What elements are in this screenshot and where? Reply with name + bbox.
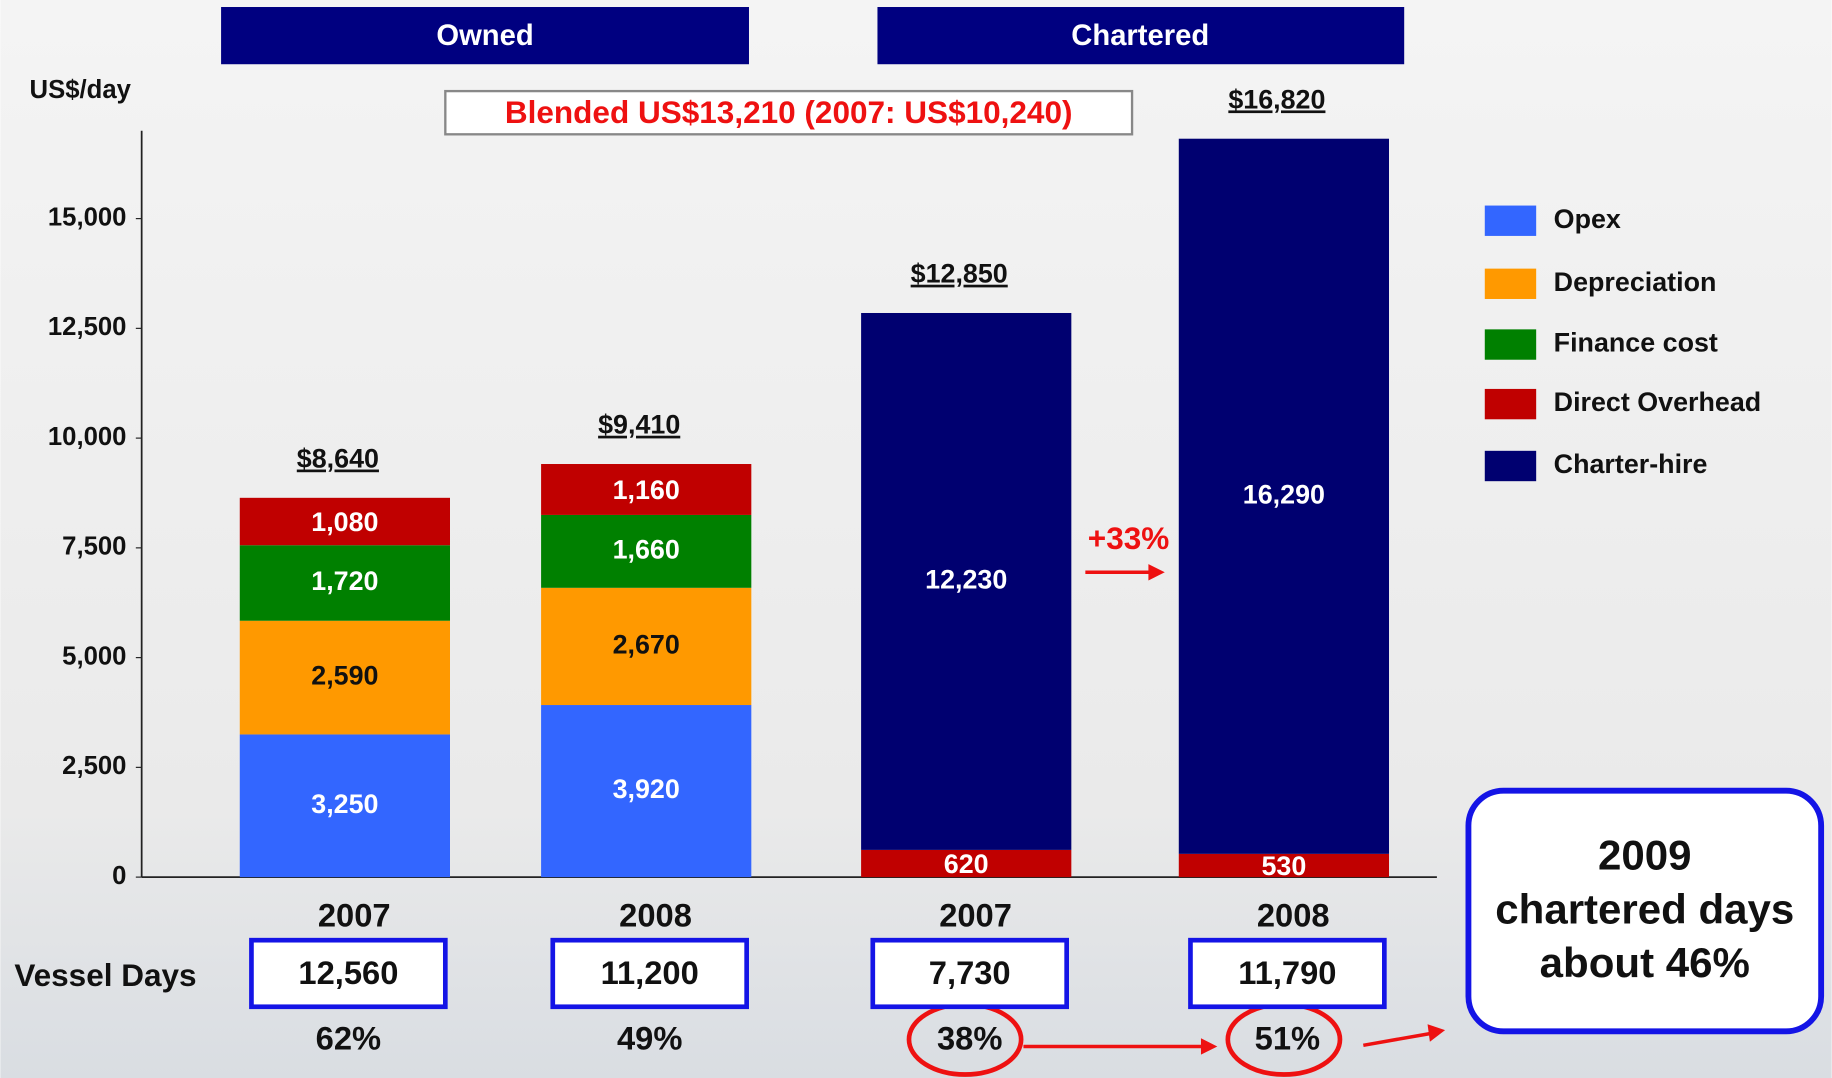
share-value: 49% — [617, 1019, 682, 1056]
annotation-box — [444, 89, 1134, 136]
bar-segment — [541, 464, 752, 515]
data-label: 16,290 — [1243, 479, 1325, 509]
group-header: Owned — [436, 20, 533, 52]
callout-text: 2009 — [1598, 832, 1692, 879]
callout-box — [1465, 787, 1825, 1035]
y-tick-label: 15,000 — [48, 203, 127, 231]
x-tick-label: 2007 — [318, 897, 391, 934]
y-unit: US$/day — [30, 76, 132, 104]
x-tick-label: 2008 — [619, 897, 692, 934]
group-header-box — [221, 7, 749, 65]
callout-text: chartered days — [1495, 885, 1794, 932]
data-label: 1,080 — [311, 507, 378, 537]
legend-swatch — [1484, 329, 1537, 360]
bar-segment — [541, 514, 752, 588]
vessel-days-value: 12,560 — [298, 954, 398, 991]
bar-segment — [239, 620, 450, 735]
legend-label: Opex — [1554, 204, 1621, 234]
data-label: 2,590 — [311, 661, 378, 691]
growth-label: +33% — [1088, 520, 1169, 556]
data-label: 3,250 — [311, 789, 378, 819]
legend-label: Depreciation — [1554, 267, 1717, 297]
y-tick-label: 0 — [112, 862, 126, 890]
bar-segment — [541, 587, 752, 706]
vessel-days-label: Vessel Days — [14, 957, 196, 993]
legend-swatch — [1484, 450, 1537, 482]
legend-swatch — [1484, 268, 1537, 299]
vessel-days-value: 7,730 — [929, 954, 1011, 991]
vessel-days-box — [1188, 937, 1387, 1010]
arrow-head — [1427, 1024, 1446, 1042]
y-tick-label: 7,500 — [62, 533, 126, 561]
data-label: 1,160 — [613, 475, 680, 505]
bar-segment — [1178, 138, 1390, 854]
bar-segment — [541, 705, 752, 878]
bar-segment — [861, 312, 1072, 850]
bar-segment — [239, 545, 450, 621]
total-label: $12,850 — [911, 259, 1008, 289]
legend-swatch — [1484, 205, 1537, 236]
share-value: 62% — [316, 1019, 381, 1056]
arrow-head — [1148, 564, 1165, 581]
y-tick-label: 12,500 — [48, 313, 127, 341]
total-label: $16,820 — [1228, 84, 1325, 114]
legend-label: Direct Overhead — [1554, 387, 1762, 417]
legend-label: Finance cost — [1554, 328, 1718, 358]
data-label: 1,720 — [311, 566, 378, 596]
arrow — [1363, 1031, 1431, 1048]
arrow-head — [1200, 1038, 1218, 1055]
share-value: 51% — [1255, 1019, 1320, 1056]
bar-segment — [239, 734, 450, 878]
x-tick-label: 2008 — [1257, 897, 1330, 934]
total-label: $9,410 — [598, 410, 680, 440]
vessel-days-value: 11,200 — [601, 954, 699, 991]
data-label: 620 — [944, 849, 989, 879]
bar-segment — [1178, 853, 1390, 878]
vessel-days-box — [249, 937, 448, 1010]
data-label: 12,230 — [925, 565, 1007, 595]
data-label: 3,920 — [613, 774, 680, 804]
x-tick-label: 2007 — [939, 897, 1012, 934]
group-header-box — [877, 7, 1405, 65]
data-label: 2,670 — [613, 630, 680, 660]
total-label: $8,640 — [297, 444, 379, 474]
legend-swatch — [1484, 388, 1537, 420]
vessel-days-box — [870, 937, 1069, 1010]
bar-segment — [239, 497, 450, 546]
share-value: 38% — [937, 1019, 1002, 1056]
vessel-days-value: 11,790 — [1238, 954, 1336, 991]
y-tick-label: 2,500 — [62, 752, 126, 780]
data-label: 530 — [1261, 851, 1306, 881]
annotation: Blended US$13,210 (2007: US$10,240) — [505, 94, 1073, 130]
y-tick-label: 5,000 — [62, 642, 126, 670]
legend-label: Charter-hire — [1554, 449, 1708, 479]
bar-segment — [861, 849, 1072, 878]
y-tick-label: 10,000 — [48, 423, 127, 451]
callout-text: about 46% — [1540, 939, 1750, 986]
data-label: 1,660 — [613, 534, 680, 564]
group-header: Chartered — [1071, 20, 1209, 52]
vessel-days-box — [550, 937, 749, 1010]
